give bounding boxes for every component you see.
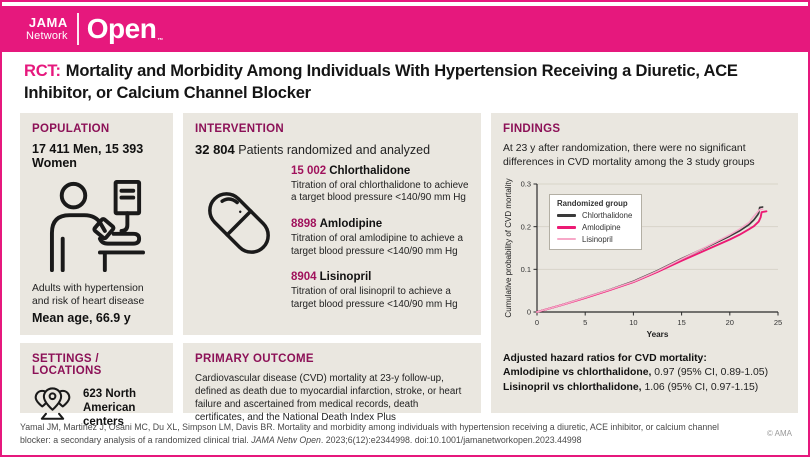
settings-panel: SETTINGS / LOCATIONS 623 North American … — [20, 342, 173, 428]
chart-canvas: 0 5 10 15 20 25 0 0.1 0.2 0.3 Years Cumulative prob… — [504, 178, 782, 339]
svg-text:0.2: 0.2 — [521, 222, 531, 231]
intervention-heading: INTERVENTION — [195, 122, 285, 135]
drug-name: Lisinopril — [319, 271, 372, 284]
citation-suffix: . 2023;6(12):e2344998. doi:10.1001/jaman… — [320, 434, 582, 445]
drug-count: 15 002 — [291, 164, 327, 177]
svg-text:5: 5 — [583, 318, 587, 327]
drug-description: Titration of oral amlodipine to achieve … — [291, 232, 463, 257]
legend-swatch — [557, 225, 576, 229]
svg-text:0.1: 0.1 — [521, 265, 531, 274]
drug-name: Chlorthalidone — [329, 164, 411, 177]
chart-legend-entries: Chlorthalidone Amlodipine Lisinopril — [557, 211, 632, 244]
drug-count: 8898 — [291, 217, 317, 230]
intervention-panel: INTERVENTION 32 804 Patients randomized … — [183, 112, 481, 335]
svg-text:15: 15 — [677, 318, 685, 327]
population-description: Adults with hypertension and risk of hea… — [32, 282, 145, 308]
svg-text:0.3: 0.3 — [521, 179, 531, 188]
logo-network-text: Network — [26, 30, 68, 42]
cvd-mortality-chart: 0 5 10 15 20 25 0 0.1 0.2 0.3 Years Cumulative prob… — [503, 176, 786, 347]
svg-text:0: 0 — [535, 318, 539, 327]
legend-entry: Amlodipine — [557, 223, 632, 232]
drug-group-chlorthalidone: 15 002 Chlorthalidone Titration of oral c… — [291, 161, 469, 205]
findings-panel: FINDINGS At 23 y after randomization, th… — [491, 112, 798, 413]
hazard-line: Amlodipine vs chlorthalidone, 0.97 (95% … — [503, 367, 769, 379]
primary-outcome-text: Cardiovascular disease (CVD) mortality a… — [195, 372, 462, 423]
ama-copyright: © AMA — [766, 428, 792, 438]
findings-heading: FINDINGS — [503, 122, 561, 135]
patient-blood-pressure-icon — [49, 179, 145, 272]
legend-entry: Chlorthalidone — [557, 211, 632, 220]
location-pins-icon — [34, 386, 71, 420]
citation-journal: JAMA Netw Open — [251, 434, 321, 445]
citation-text: Yamal JM, Martinez J, Osani MC, Du XL, S… — [20, 421, 719, 445]
drug-group-lisinopril: 8904 Lisinopril Titration of oral lisinop… — [291, 267, 469, 311]
svg-text:25: 25 — [774, 318, 782, 327]
legend-label: Amlodipine — [582, 222, 621, 232]
jama-banner: JAMA Network Open™ — [2, 6, 808, 52]
chart-legend-title: Randomized group — [557, 198, 628, 208]
citation-footer: Yamal JM, Martinez J, Osani MC, Du XL, S… — [2, 413, 808, 447]
main-grid: POPULATION 17 411 Men, 15 393 Women Adul… — [2, 111, 808, 428]
drug-group-amlodipine: 8898 Amlodipine Titration of oral amlodip… — [291, 214, 469, 258]
svg-text:Cumulative probability of CVD: Cumulative probability of CVD mortality — [504, 178, 513, 317]
svg-text:Years: Years — [647, 330, 669, 339]
population-heading: POPULATION — [32, 122, 110, 135]
settings-text: 623 North American centers — [83, 387, 137, 428]
svg-text:10: 10 — [629, 318, 637, 327]
intervention-total-label: Patients randomized and analyzed — [234, 142, 431, 157]
drug-description: Titration of oral lisinopril to achieve … — [291, 286, 458, 310]
legend-label: Lisinopril — [582, 234, 613, 244]
hazard-line: Lisinopril vs chlorthalidone, 1.06 (95% … — [503, 382, 759, 394]
drug-count: 8904 — [291, 271, 317, 284]
study-title: RCT: Mortality and Morbidity Among Indivi… — [2, 52, 808, 111]
chart-legend: Randomized group Chlorthalidone Amlodipin… — [549, 193, 643, 250]
hazard-ratios: Adjusted hazard ratios for CVD mortality… — [503, 352, 786, 396]
findings-summary: At 23 y after randomization, there were … — [503, 142, 755, 168]
logo-open-text: Open — [86, 13, 157, 44]
logo-divider — [76, 13, 79, 45]
svg-text:20: 20 — [726, 318, 734, 327]
study-title-text: Mortality and Morbidity Among Individual… — [24, 62, 738, 102]
population-panel: POPULATION 17 411 Men, 15 393 Women Adul… — [20, 112, 173, 335]
population-mean-age: Mean age, 66.9 y — [32, 310, 131, 325]
legend-swatch — [557, 238, 576, 241]
legend-entry: Lisinopril — [557, 235, 632, 244]
pill-capsule-icon — [208, 191, 270, 254]
drug-description: Titration of oral chlorthalidone to achi… — [291, 179, 469, 204]
legend-swatch — [557, 213, 576, 217]
svg-text:0: 0 — [527, 307, 531, 316]
population-counts: 17 411 Men, 15 393 Women — [32, 141, 144, 170]
primary-outcome-heading: PRIMARY OUTCOME — [195, 352, 314, 365]
legend-label: Chlorthalidone — [582, 210, 633, 220]
primary-outcome-panel: PRIMARY OUTCOME Cardiovascular disease (… — [183, 342, 481, 423]
settings-heading: SETTINGS / LOCATIONS — [32, 352, 102, 377]
study-type-tag: RCT: — [24, 62, 61, 80]
intervention-total: 32 804 — [195, 141, 235, 157]
jama-network-open-logo: JAMA Network Open™ — [26, 13, 163, 45]
hazard-title: Adjusted hazard ratios for CVD mortality… — [503, 352, 707, 364]
logo-trademark: ™ — [157, 38, 163, 44]
drug-name: Amlodipine — [319, 217, 383, 230]
logo-jama-text: JAMA — [28, 15, 68, 30]
